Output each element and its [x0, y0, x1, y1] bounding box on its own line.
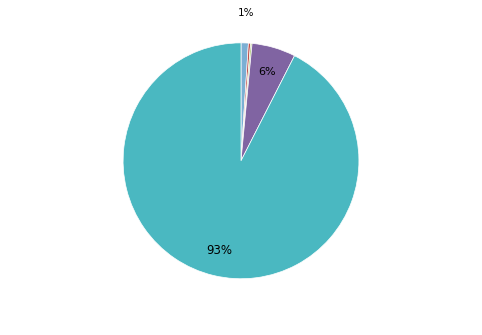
Wedge shape: [123, 43, 359, 279]
Wedge shape: [241, 43, 248, 161]
Text: 93%: 93%: [206, 244, 232, 257]
Wedge shape: [241, 43, 252, 161]
Text: 6%: 6%: [258, 67, 276, 77]
Wedge shape: [241, 43, 251, 161]
Text: 1%: 1%: [237, 8, 254, 18]
Wedge shape: [241, 44, 295, 161]
